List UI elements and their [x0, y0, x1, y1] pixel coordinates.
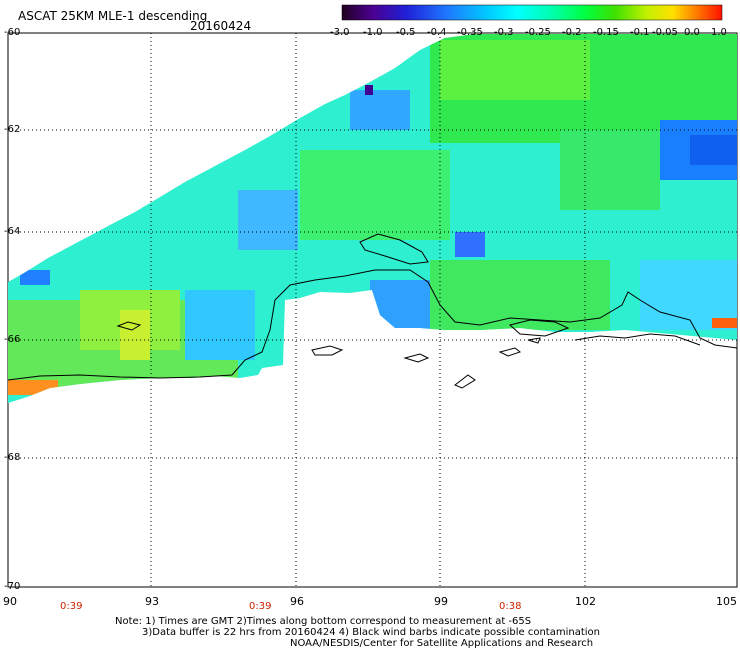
grid	[8, 33, 737, 587]
x-tick-label: 105	[716, 595, 737, 608]
x-tick-label: 90	[3, 595, 17, 608]
y-tick-label: -64	[4, 226, 21, 237]
y-tick-label: -66	[4, 334, 21, 345]
colorbar-label: 0.0	[684, 27, 700, 38]
x-tick-label: 102	[575, 595, 596, 608]
y-tick-label: -70	[4, 581, 21, 592]
note-line-2: 3)Data buffer is 22 hrs from 20160424 4)…	[142, 627, 600, 638]
colorbar-label: -1.0	[363, 27, 383, 38]
note-line-1: Note: 1) Times are GMT 2)Times along bot…	[115, 616, 532, 627]
colorbar-label: -0.3	[494, 27, 514, 38]
x-tick-label: 93	[145, 595, 159, 608]
colorbar-label: -0.15	[593, 27, 619, 38]
coastline	[7, 233, 738, 389]
colorbar-label: -0.25	[525, 27, 551, 38]
colorbar-label: -0.35	[457, 27, 483, 38]
note-line-3: NOAA/NESDIS/Center for Satellite Applica…	[290, 638, 594, 649]
y-tick-label: -68	[4, 452, 21, 463]
y-tick-label: -60	[4, 27, 21, 38]
colorbar-labels: -3.0 -1.0 -0.5 -0.4 -0.35 -0.3 -0.25 -0.…	[330, 27, 735, 41]
colorbar-gradient	[341, 4, 723, 21]
colorbar-label: 1.0	[711, 27, 727, 38]
time-label: 0:39	[249, 601, 272, 612]
colorbar-label: -0.4	[427, 27, 447, 38]
x-tick-label: 99	[434, 595, 448, 608]
colorbar-label: -0.5	[396, 27, 416, 38]
colorbar-label: -0.05	[652, 27, 678, 38]
wind-swath	[8, 34, 737, 403]
x-tick-label: 96	[290, 595, 304, 608]
map-date: 20160424	[190, 19, 252, 33]
map-title: ASCAT 25KM MLE-1 descending	[18, 9, 208, 23]
y-tick-label: -62	[4, 124, 21, 135]
colorbar-label: -0.2	[562, 27, 582, 38]
colorbar-label: -3.0	[330, 27, 350, 38]
time-label: 0:38	[499, 601, 522, 612]
colorbar-label: -0.1	[630, 27, 650, 38]
time-label: 0:39	[60, 601, 83, 612]
